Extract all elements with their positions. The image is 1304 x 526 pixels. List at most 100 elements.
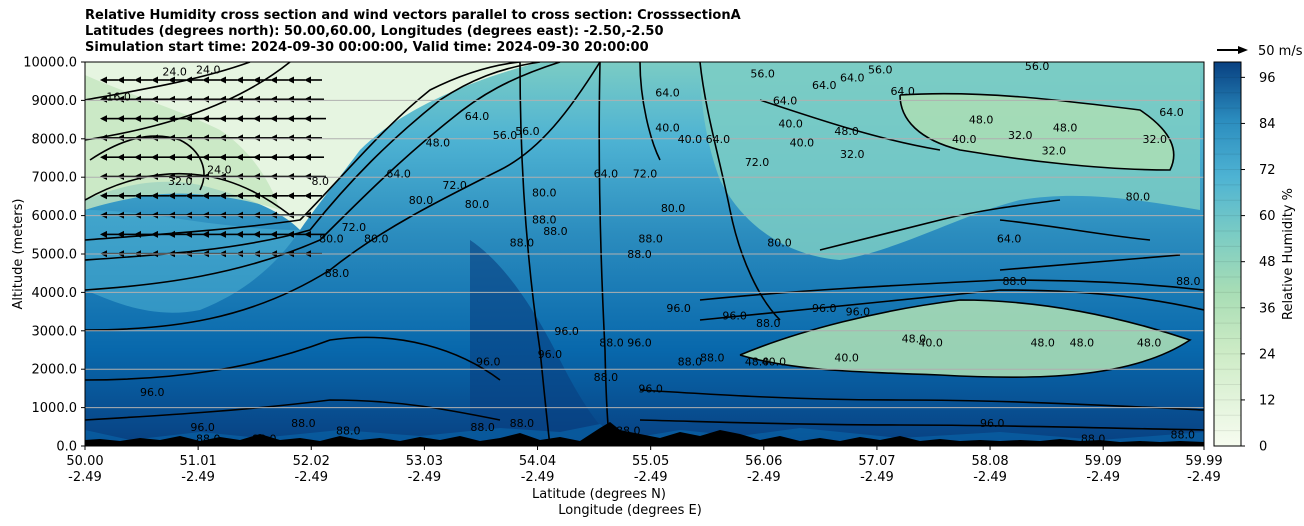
x-tick-label-longitude: -2.49 <box>521 470 555 485</box>
contour-label: 8.0 <box>311 175 329 188</box>
wind-vector <box>202 76 220 84</box>
contour-label: 72.0 <box>633 167 658 180</box>
colorbar <box>1213 61 1242 447</box>
contour-label: 32.0 <box>1142 133 1167 146</box>
contour-label: 96.0 <box>476 356 501 369</box>
contour-label: 88.0 <box>594 371 619 384</box>
wind-vector <box>117 76 135 84</box>
contour-label: 32.0 <box>1042 144 1067 157</box>
wind-key-label: 50 m/s <box>1258 44 1303 59</box>
x-tick-label-longitude: -2.49 <box>1187 470 1221 485</box>
wind-vector <box>287 192 305 200</box>
contour-label: 96.0 <box>846 306 871 319</box>
y-tick-label: 3000.0 <box>32 324 78 339</box>
contour-label: 88.0 <box>1176 275 1201 288</box>
contour-label: 48.0 <box>1070 336 1095 349</box>
contour-label: 88.0 <box>700 352 725 365</box>
y-tick-label: 5000.0 <box>32 248 78 263</box>
dry-region-northwest <box>85 62 540 230</box>
contour-label: 24.0 <box>196 64 221 77</box>
wind-vector <box>168 134 186 142</box>
colorbar-tick-label: 12 <box>1259 393 1276 408</box>
contour-label: 80.0 <box>319 233 344 246</box>
y-tick-label: 1000.0 <box>32 401 78 416</box>
contour-label: 64.0 <box>840 71 865 84</box>
contour-label: 64.0 <box>890 85 915 98</box>
wind-key: 50 m/s <box>1217 44 1303 59</box>
contour-label: 96.0 <box>980 417 1005 430</box>
wind-vector <box>185 76 203 84</box>
contour-label: 96.0 <box>666 302 691 315</box>
wind-vector <box>219 134 237 142</box>
contour-label: 72.0 <box>442 179 467 192</box>
contour-label: 64.0 <box>1159 106 1184 119</box>
wind-key-arrow-icon <box>1238 46 1248 54</box>
x-axis: 50.00-2.4951.01-2.4952.02-2.4953.03-2.49… <box>66 446 1223 485</box>
wind-vector <box>270 76 288 84</box>
y-tick-label: 7000.0 <box>32 171 78 186</box>
contour-label: 88.0 <box>510 417 535 430</box>
wind-vector <box>219 76 237 84</box>
contour-label: 48.0 <box>1137 336 1162 349</box>
terrain-fill <box>85 422 1204 446</box>
contour-label: 88.0 <box>196 432 221 445</box>
y-tick-label: 9000.0 <box>32 94 78 109</box>
contour-label: 24.0 <box>207 164 232 177</box>
contour-label: 40.0 <box>790 137 815 150</box>
x-tick-label-latitude: 54.04 <box>519 454 556 469</box>
wind-vector <box>236 192 254 200</box>
contour-label: 48.0 <box>426 137 451 150</box>
wind-vector <box>185 192 203 200</box>
contour-label: 88.0 <box>470 421 495 434</box>
contour-label: 88.0 <box>627 248 652 261</box>
contour-label: 88.0 <box>756 317 781 330</box>
colorbar-tick-label: 36 <box>1259 301 1276 316</box>
wind-vector <box>151 134 169 142</box>
contour-label: 80.0 <box>661 202 686 215</box>
contour-label: 88.0 <box>510 236 535 249</box>
x-tick-label-longitude: -2.49 <box>408 470 442 485</box>
wind-vector <box>304 115 326 123</box>
contour-label: 96.0 <box>722 309 747 322</box>
contour-label: 88.0 <box>678 356 703 369</box>
wind-vector <box>219 192 237 200</box>
y-tick-label: 4000.0 <box>32 286 78 301</box>
contour-label: 40.0 <box>834 352 859 365</box>
wind-vector <box>168 76 186 84</box>
colorbar-tick-label: 24 <box>1259 347 1276 362</box>
wind-vector <box>236 76 254 84</box>
terrain-silhouette <box>85 422 1204 446</box>
wind-vector <box>117 192 135 200</box>
contour-label: 80.0 <box>767 236 792 249</box>
contour-label: 32.0 <box>840 148 865 161</box>
wind-vector <box>270 192 288 200</box>
chart-title-line-1: Relative Humidity cross section and wind… <box>85 8 741 23</box>
x-tick-label-longitude: -2.49 <box>860 470 894 485</box>
contour-label: 48.0 <box>745 356 770 369</box>
contour-label: 32.0 <box>168 175 193 188</box>
x-tick-label-latitude: 59.99 <box>1185 454 1222 469</box>
contour-label: 48.0 <box>969 114 994 127</box>
y-axis: 0.0 1000.0 2000.0 3000.0 4000.0 5000.0 6000.0 7… <box>23 56 85 455</box>
x-tick-label-latitude: 57.07 <box>858 454 895 469</box>
x-tick-label-latitude: 55.05 <box>632 454 669 469</box>
contour-label: 88.0 <box>1002 275 1027 288</box>
wind-vector <box>100 192 118 200</box>
contour-label: 88.0 <box>252 432 277 445</box>
contour-label: 96.0 <box>538 348 563 361</box>
contour-label: 48.0 <box>834 125 859 138</box>
contour-label: 56.0 <box>868 64 893 77</box>
wind-vector <box>117 134 135 142</box>
contour-label: 88.0 <box>543 225 568 238</box>
wind-vector <box>304 95 324 103</box>
contour-label: 48.0 <box>1030 336 1055 349</box>
x-tick-label-longitude: -2.49 <box>747 470 781 485</box>
contour-label: 96.0 <box>627 336 652 349</box>
contour-label: 24.0 <box>162 66 187 79</box>
y-tick-label: 0.0 <box>56 440 77 455</box>
y-tick-label: 2000.0 <box>32 363 78 378</box>
contour-label: 88.0 <box>1081 432 1106 445</box>
contour-label: 80.0 <box>1126 190 1151 203</box>
wind-vector <box>304 134 322 142</box>
colorbar-tick-label: 48 <box>1259 255 1276 270</box>
